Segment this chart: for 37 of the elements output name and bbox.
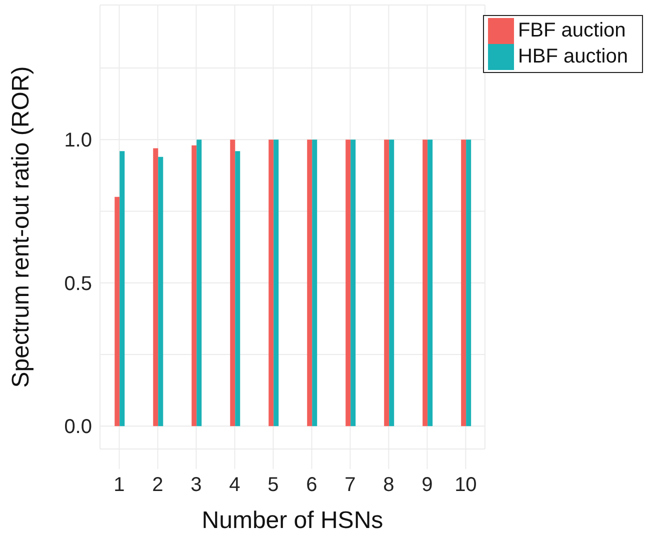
- legend-label: HBF auction: [518, 45, 628, 68]
- x-tick-label: 9: [422, 474, 433, 496]
- x-tick-label: 7: [344, 474, 356, 496]
- bar: [235, 151, 240, 426]
- x-tick-label: 1: [114, 474, 125, 496]
- x-tick-label: 4: [229, 474, 240, 496]
- bar: [350, 140, 356, 426]
- x-axis-title: Number of HSNs: [202, 507, 384, 534]
- legend-label: FBF auction: [518, 19, 626, 42]
- x-tick-label: 3: [190, 474, 202, 496]
- y-tick-label: 0.0: [64, 416, 92, 438]
- bar: [461, 140, 466, 426]
- bar: [346, 140, 351, 426]
- y-tick-label: 0.5: [64, 272, 92, 295]
- bar: [312, 140, 318, 426]
- bar: [389, 140, 394, 426]
- bar: [307, 140, 312, 426]
- bar: [274, 140, 279, 426]
- y-axis-title: Spectrum rent-out ratio (ROR): [8, 66, 35, 388]
- bar: [120, 151, 125, 426]
- x-tick-label: 2: [152, 474, 164, 496]
- x-tick-label: 8: [383, 474, 394, 496]
- bar: [230, 140, 236, 426]
- x-tick-label: 10: [454, 474, 477, 496]
- x-tick-label: 6: [306, 474, 318, 496]
- bar: [192, 145, 197, 426]
- bar: [466, 140, 472, 426]
- x-tick-label: 5: [268, 474, 279, 496]
- bar: [428, 140, 433, 426]
- bar: [384, 140, 390, 426]
- bar: [153, 148, 158, 426]
- bar: [158, 156, 164, 426]
- bar: [268, 140, 274, 426]
- y-tick-label: 1.0: [64, 130, 92, 152]
- bar: [114, 196, 120, 426]
- bar: [196, 140, 202, 426]
- bar: [422, 140, 428, 426]
